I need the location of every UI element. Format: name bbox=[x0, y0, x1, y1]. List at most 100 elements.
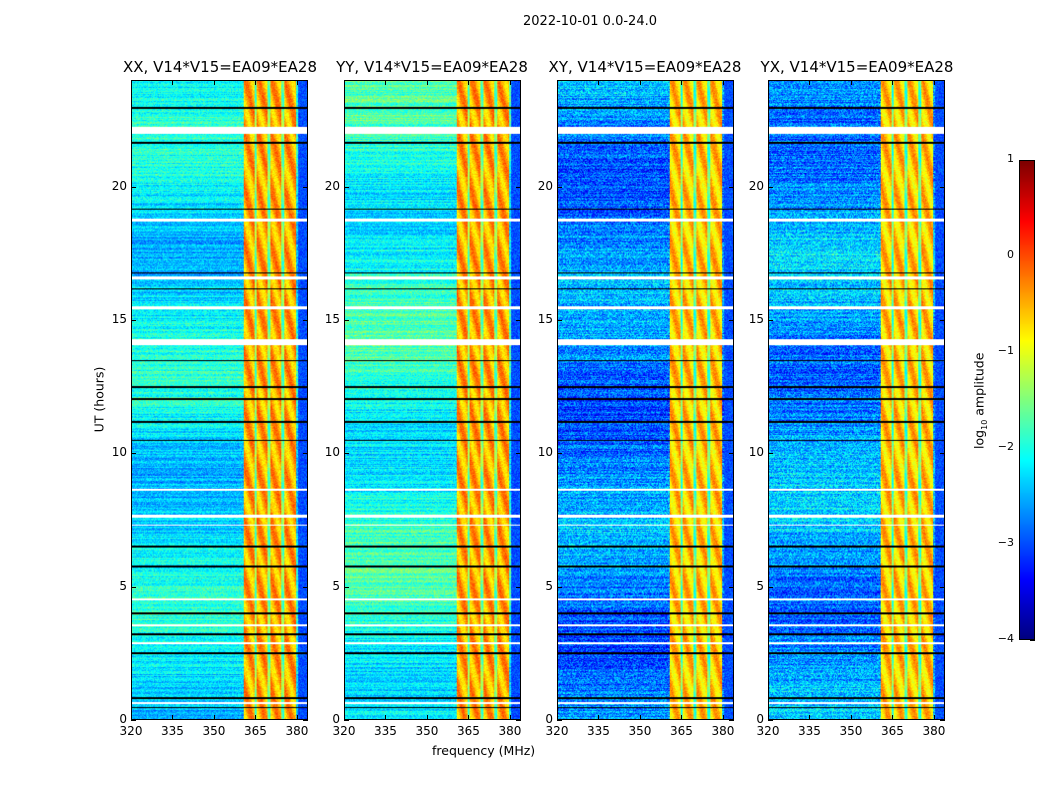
y-tick-label: 5 bbox=[332, 578, 340, 593]
x-tick-label: 320 bbox=[332, 724, 356, 738]
x-tick-top bbox=[344, 80, 345, 85]
x-tick-label: 320 bbox=[119, 724, 143, 738]
x-tick bbox=[344, 715, 345, 720]
x-tick bbox=[468, 715, 470, 720]
y-tick-right bbox=[303, 186, 308, 188]
figure-title: 2022-10-01 0.0-24.0 bbox=[523, 14, 657, 29]
heatmap-xx bbox=[132, 81, 307, 719]
y-tick-label: 15 bbox=[748, 312, 764, 326]
y-tick-label: 5 bbox=[545, 578, 553, 593]
x-tick-top bbox=[557, 80, 558, 85]
y-tick-right bbox=[303, 453, 308, 455]
y-tick-right bbox=[729, 320, 734, 321]
y-tick bbox=[344, 320, 349, 321]
y-tick bbox=[344, 720, 349, 721]
panel-yx bbox=[768, 80, 945, 720]
y-tick bbox=[344, 186, 349, 188]
colorbar-label-sub: 10 bbox=[979, 419, 989, 430]
x-tick-label: 335 bbox=[161, 724, 184, 738]
y-tick bbox=[557, 586, 562, 588]
y-tick-label: 0 bbox=[756, 712, 764, 726]
heatmap-yx bbox=[769, 81, 944, 719]
x-tick-label: 335 bbox=[374, 724, 397, 738]
x-tick bbox=[213, 715, 215, 720]
y-tick-label: 0 bbox=[545, 712, 553, 726]
x-tick bbox=[598, 715, 600, 720]
y-tick bbox=[768, 320, 773, 321]
heatmap-yy bbox=[345, 81, 520, 719]
colorbar-label: log10 amplitude bbox=[971, 346, 989, 456]
colorbar-tick-label: −2 bbox=[997, 440, 1014, 453]
x-tick-label: 350 bbox=[839, 724, 863, 738]
x-tick-top bbox=[598, 80, 600, 85]
y-tick-right bbox=[516, 586, 521, 588]
x-tick-label: 365 bbox=[244, 724, 267, 738]
y-tick-label: 5 bbox=[756, 578, 764, 593]
x-tick-label: 365 bbox=[881, 724, 904, 738]
y-tick-label: 0 bbox=[119, 712, 127, 726]
x-tick-top bbox=[385, 80, 387, 85]
panel-title-yy: YY, V14*V15=EA09*EA28 bbox=[336, 58, 528, 76]
y-tick-label: 15 bbox=[537, 312, 553, 326]
y-tick bbox=[768, 586, 773, 588]
y-tick-label: 20 bbox=[324, 178, 340, 193]
colorbar-gradient bbox=[1020, 161, 1034, 639]
heatmap-xy bbox=[558, 81, 733, 719]
y-tick-right bbox=[516, 186, 521, 188]
x-tick-top bbox=[131, 80, 132, 85]
x-axis-label: frequency (MHz) bbox=[432, 743, 536, 758]
y-tick-right bbox=[729, 186, 734, 188]
x-tick bbox=[172, 715, 174, 720]
x-tick bbox=[681, 715, 683, 720]
colorbar-tick-label: −4 bbox=[997, 632, 1014, 645]
y-tick-label: 0 bbox=[332, 712, 340, 726]
x-tick-top bbox=[468, 80, 470, 85]
x-tick bbox=[426, 715, 428, 720]
x-tick-top bbox=[639, 80, 641, 85]
y-tick-label: 15 bbox=[111, 312, 127, 326]
x-tick-label: 320 bbox=[756, 724, 780, 738]
x-tick-top bbox=[681, 80, 683, 85]
y-tick-label: 10 bbox=[111, 445, 127, 460]
y-tick-right bbox=[516, 720, 521, 721]
y-tick bbox=[131, 720, 136, 721]
x-tick-top bbox=[296, 80, 298, 85]
x-tick-top bbox=[213, 80, 215, 85]
y-tick-right bbox=[940, 320, 945, 321]
panel-xx bbox=[131, 80, 308, 720]
panel-title-yx: YX, V14*V15=EA09*EA28 bbox=[760, 58, 954, 76]
y-tick bbox=[557, 720, 562, 721]
y-tick bbox=[131, 320, 136, 321]
x-tick-label: 380 bbox=[498, 724, 522, 738]
y-tick bbox=[131, 586, 136, 588]
x-tick-label: 335 bbox=[798, 724, 821, 738]
x-tick-top bbox=[933, 80, 935, 85]
y-tick-right bbox=[516, 453, 521, 455]
colorbar-tick bbox=[1030, 640, 1035, 641]
y-tick-right bbox=[940, 186, 945, 188]
colorbar-tick-label: −3 bbox=[997, 536, 1014, 549]
y-tick bbox=[768, 186, 773, 188]
x-tick bbox=[557, 715, 558, 720]
y-tick-label: 20 bbox=[111, 178, 127, 193]
y-tick-right bbox=[729, 720, 734, 721]
x-tick-label: 380 bbox=[285, 724, 309, 738]
x-tick-top bbox=[722, 80, 724, 85]
x-tick-label: 350 bbox=[202, 724, 226, 738]
x-tick bbox=[768, 715, 769, 720]
y-tick-right bbox=[940, 586, 945, 588]
y-tick-label: 5 bbox=[119, 578, 127, 593]
x-tick-top bbox=[172, 80, 174, 85]
x-tick bbox=[933, 715, 935, 720]
panel-yy bbox=[344, 80, 521, 720]
y-tick-right bbox=[940, 453, 945, 455]
y-tick bbox=[557, 320, 562, 321]
panel-xy bbox=[557, 80, 734, 720]
colorbar-tick-label: 0 bbox=[1007, 248, 1014, 261]
y-tick-label: 10 bbox=[537, 445, 553, 460]
x-tick-label: 350 bbox=[628, 724, 652, 738]
x-tick bbox=[509, 715, 511, 720]
y-tick bbox=[131, 186, 136, 188]
x-tick-label: 335 bbox=[587, 724, 610, 738]
